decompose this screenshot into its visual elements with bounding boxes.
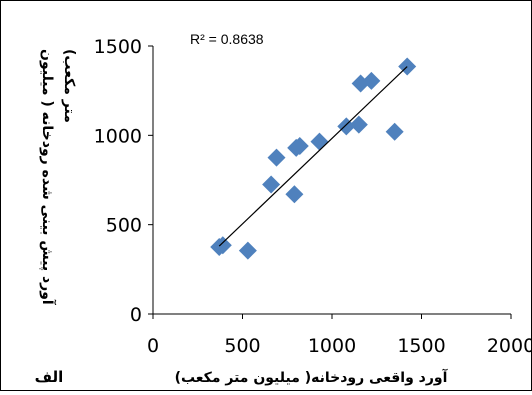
data-point bbox=[267, 148, 286, 167]
data-point bbox=[262, 175, 281, 194]
data-point bbox=[290, 137, 309, 156]
data-point bbox=[349, 115, 368, 134]
y-axis-title: آورد پیش بینی شده رودخانه ( میلیون متر م… bbox=[39, 49, 77, 306]
data-point bbox=[285, 185, 304, 204]
data-point bbox=[213, 236, 232, 255]
data-points bbox=[210, 57, 417, 260]
panel-label: الف bbox=[35, 368, 64, 386]
y-tick-label: 500 bbox=[106, 215, 142, 237]
x-tick-label: 500 bbox=[224, 335, 260, 357]
x-tick-label: 1000 bbox=[308, 335, 356, 357]
data-point bbox=[362, 71, 381, 90]
data-point bbox=[385, 122, 404, 141]
y-tick-label: 1000 bbox=[94, 125, 142, 147]
trendline bbox=[218, 66, 408, 247]
data-point bbox=[337, 117, 356, 136]
y-tick-label: 0 bbox=[130, 304, 142, 326]
x-tick-label: 1500 bbox=[397, 335, 445, 357]
x-tick-label: 2000 bbox=[487, 335, 531, 357]
data-point bbox=[238, 241, 257, 260]
r-squared-annotation: R² = 0.8638 bbox=[190, 31, 264, 47]
y-tick-label: 1500 bbox=[94, 36, 142, 58]
y-axis-ticks: 0 500 1000 1500 bbox=[94, 36, 153, 326]
data-point bbox=[310, 132, 329, 151]
y-axis-title-line-1: آورد پیش بینی شده رودخانه ( میلیون bbox=[39, 49, 57, 306]
y-axis-title-line-2: متر مکعب) bbox=[61, 49, 77, 123]
x-axis-ticks: 0 500 1000 1500 2000 bbox=[147, 314, 532, 357]
x-tick-label: 0 bbox=[147, 335, 159, 357]
x-axis-title: آورد واقعی رودخانه( میلیون متر مکعب) bbox=[175, 368, 449, 386]
